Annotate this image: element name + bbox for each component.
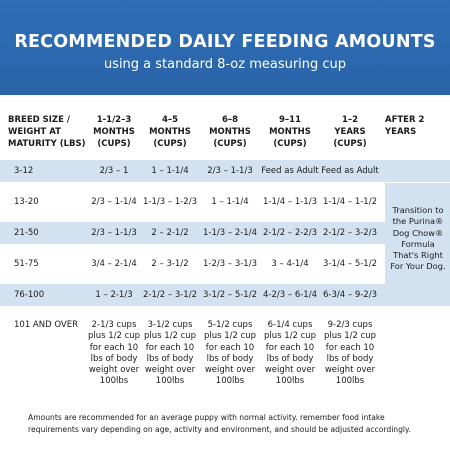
column-header: 1–2 YEARS (CUPS) — [333, 115, 367, 149]
amount-cell: 2/3 – 1-1/4 — [91, 197, 137, 207]
breed-size: 13-20 — [14, 197, 39, 207]
breed-size: 76-100 — [14, 290, 45, 300]
amount-cell: 2/3 – 1-1/3 — [207, 166, 253, 176]
amount-cell: 3-1/2 cups plus 1/2 cup for each 10 lbs … — [143, 320, 197, 387]
amount-cell: 6-1/4 cups plus 1/2 cup for each 10 lbs … — [263, 320, 317, 387]
amount-cell: 5-1/2 cups plus 1/2 cup for each 10 lbs … — [203, 320, 257, 387]
title: RECOMMENDED DAILY FEEDING AMOUNTS — [14, 32, 436, 52]
amount-cell: 1 – 2-1/3 — [95, 290, 133, 300]
row-stripe — [0, 160, 450, 182]
row-stripe — [0, 284, 450, 306]
amount-cell: 2/3 – 1-1/3 — [91, 228, 137, 238]
subtitle: using a standard 8-oz measuring cup — [103, 57, 347, 72]
amount-cell: 2-1/2 – 2-2/3 — [263, 228, 317, 238]
amount-cell: 9-2/3 cups plus 1/2 cup for each 10 lbs … — [323, 320, 377, 387]
breed-size: 21-50 — [14, 228, 39, 238]
amount-cell: 1-1/4 – 1-1/2 — [323, 197, 377, 207]
column-header: BREED SIZE / WEIGHT AT MATURITY (LBS) — [8, 115, 86, 149]
breed-size: 51-75 — [14, 259, 39, 269]
amount-cell: 3-1/2 – 5-1/2 — [203, 290, 257, 300]
transition-note: Transition to the Purina® Dog Chow® Form… — [390, 205, 446, 272]
amount-cell: 2-1/2 – 3-2/3 — [323, 228, 377, 238]
amount-cell: 4-2/3 – 6-1/4 — [263, 290, 317, 300]
amount-cell: 1-1/3 – 2-1/4 — [203, 228, 257, 238]
amount-cell: 3/4 – 2-1/4 — [91, 259, 137, 269]
footnote: Amounts are recommended for an average p… — [28, 413, 411, 434]
amount-cell: 1-1/4 – 1-1/3 — [263, 197, 317, 207]
column-header: 9–11 MONTHS (CUPS) — [269, 115, 311, 149]
amount-cell: 6-3/4 – 9-2/3 — [323, 290, 377, 300]
amount-cell: 3-1/4 – 5-1/2 — [323, 259, 377, 269]
amount-cell: 3 – 4-1/4 — [271, 259, 309, 269]
amount-cell: 1-2/3 – 3-1/3 — [203, 259, 257, 269]
column-header: AFTER 2 YEARS — [385, 115, 425, 137]
amount-cell: 2 – 2-1/2 — [151, 228, 189, 238]
breed-size: 101 AND OVER — [14, 320, 78, 330]
row-stripe — [0, 222, 450, 244]
amount-cell: Feed as Adult — [321, 166, 379, 176]
amount-cell: 2/3 – 1 — [99, 166, 129, 176]
amount-cell: Feed as Adult — [261, 166, 319, 176]
amount-cell: 2 – 3-1/2 — [151, 259, 189, 269]
amount-cell: 2-1/2 – 3-1/2 — [143, 290, 197, 300]
column-header: 4–5 MONTHS (CUPS) — [149, 115, 191, 149]
amount-cell: 2-1/3 cups plus 1/2 cup for each 10 lbs … — [87, 320, 141, 387]
note-background — [385, 183, 450, 284]
column-header: 6–8 MONTHS (CUPS) — [209, 115, 251, 149]
column-header: 1-1/2–3 MONTHS (CUPS) — [93, 115, 135, 149]
amount-cell: 1-1/3 – 1-2/3 — [143, 197, 197, 207]
amount-cell: 1 – 1-1/4 — [151, 166, 189, 176]
breed-size: 3-12 — [14, 166, 34, 176]
amount-cell: 1 – 1-1/4 — [211, 197, 249, 207]
header-band — [0, 0, 450, 95]
